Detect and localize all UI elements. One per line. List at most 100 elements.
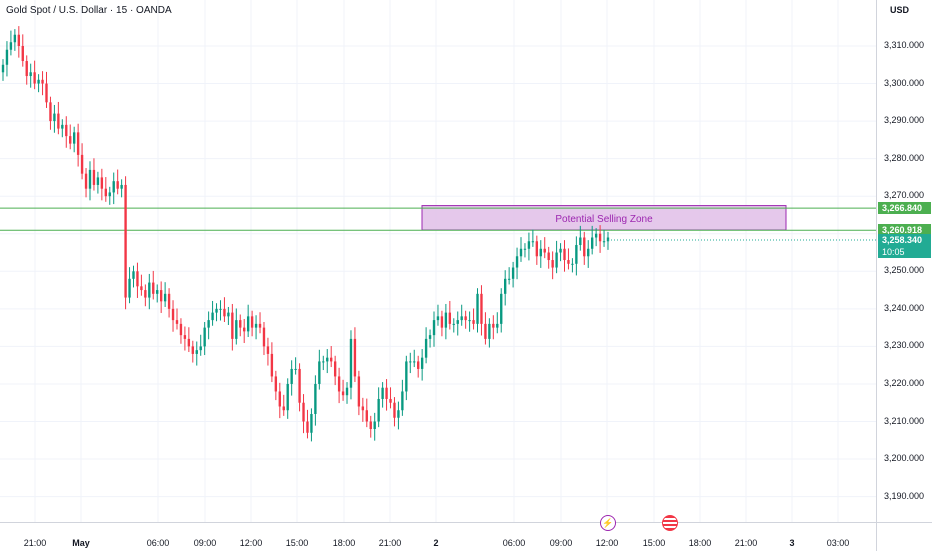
time-tick-label: 2 [433,538,439,548]
candle-body [527,241,531,249]
candle-body [500,293,503,324]
candle-body [76,132,80,155]
price-axis[interactable]: 3,310.000 3,300.000 3,290.000 3,280.000 3,27… [876,0,932,522]
candle-body [571,263,574,265]
candle-body [337,376,341,392]
price-tick-label: 3,280.000 [884,152,925,163]
candle-body [318,361,321,384]
candle-body [507,278,511,280]
candle-body [156,290,159,294]
candle-body [21,46,24,62]
time-tick-label: 18:00 [688,538,712,548]
candle-body [563,248,566,261]
candle-body [17,34,21,46]
candle-body [314,383,317,414]
candle-body [250,316,254,328]
candle-body [45,83,48,103]
chart-canvas[interactable]: Potential Selling Zone Gold Spot / U.S. … [0,0,876,522]
time-axis[interactable]: 21:00 May 06:00 09:00 12:00 15:00 18:00 21:00 2 0… [0,515,876,551]
candle-body [235,320,238,339]
candle-body [440,316,444,328]
time-tick-label: 06:00 [502,538,526,548]
candle-body [531,241,535,243]
selling-zone-rect [421,205,787,231]
candle-body [199,346,202,351]
candlestick-chart[interactable]: Potential Selling Zone [0,0,876,522]
candle-body [381,387,384,399]
us-flag-icon[interactable] [662,515,678,531]
time-tick-label: 09:00 [193,538,217,548]
candle-body [594,233,598,238]
candle-body [191,346,194,354]
candle-body [29,72,32,77]
candle-body [583,237,586,257]
candle-body [219,308,222,310]
candle-body [5,49,9,65]
candle-body [112,181,115,193]
candle-body [515,256,519,268]
candle-body [9,42,13,50]
bar-countdown-label: 10:05 [878,245,931,258]
candle-body [207,320,210,328]
candle-body [511,267,515,279]
currency-label[interactable]: USD [890,5,910,15]
candle-body [1,64,5,73]
candle-body [243,327,246,332]
candle-body [377,398,380,422]
candle-body [539,248,542,257]
candle-body [37,79,40,84]
candle-body [13,34,17,43]
candle-body [274,376,278,392]
candle-body [140,286,143,291]
candle-body [286,383,289,411]
candle-body [424,338,428,358]
candle-body [353,338,357,377]
candle-body [417,361,420,369]
candle-body [397,410,400,418]
candle-body [464,316,467,321]
candle-body [559,248,562,253]
time-tick-label: 06:00 [146,538,170,548]
time-tick-label: 15:00 [285,538,309,548]
lightning-icon[interactable]: ⚡ [600,515,616,531]
candle-body [61,124,64,129]
candle-body [266,346,270,354]
candle-body [460,316,463,321]
candle-body [428,335,432,339]
candle-body [128,278,131,298]
time-tick-label: 12:00 [595,538,619,548]
candle-body [108,192,111,197]
candle-body [69,136,72,144]
candle-body [231,312,234,339]
time-tick-label: 3 [789,538,795,548]
candle-body [575,245,578,264]
candle-body [92,169,96,185]
time-tick-label: May [72,538,90,548]
candle-body [124,184,127,298]
candle-body [590,237,594,249]
candle-body [496,323,499,328]
candle-body [476,293,479,324]
candle-body [373,421,376,430]
price-tick-label: 3,220.000 [884,377,925,388]
time-tick-label: 03:00 [826,538,850,548]
candle-body [53,113,56,122]
candle-body [175,320,179,324]
candle-body [116,181,119,189]
candle-body [519,248,523,257]
candle-body [535,241,539,257]
candle-body [171,308,175,321]
candle-body [432,320,436,336]
price-tick-label: 3,240.000 [884,302,925,313]
selling-zone-label: Potential Selling Zone [555,214,653,225]
time-tick-label: 21:00 [734,538,758,548]
candle-body [270,353,274,377]
candle-body [405,361,408,392]
candle-body [294,368,297,370]
candle-body [413,361,416,363]
candle-body [448,312,452,324]
candle-body [57,113,60,129]
candle-body [262,327,266,347]
symbol-title[interactable]: Gold Spot / U.S. Dollar · 15 · OANDA [6,5,172,16]
candle-body [152,282,155,294]
